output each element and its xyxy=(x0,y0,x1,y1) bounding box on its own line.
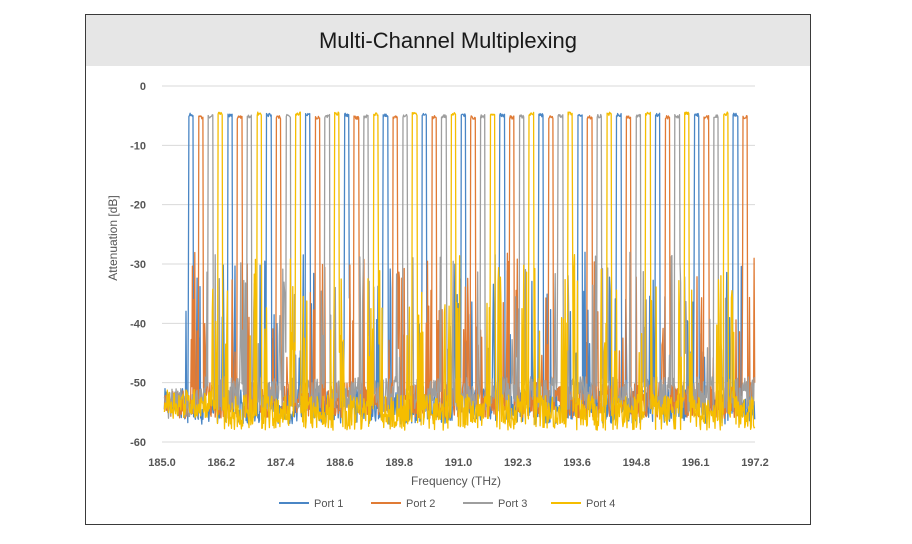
x-tick-label: 185.0 xyxy=(148,457,176,469)
chart-title-bar: Multi-Channel Multiplexing xyxy=(86,15,810,66)
y-tick-labels: 0 -10 -20 -30 -40 -50 -60 xyxy=(130,81,146,449)
chart-title: Multi-Channel Multiplexing xyxy=(318,27,577,53)
y-tick-label: 0 xyxy=(140,81,146,93)
x-tick-label: 193.6 xyxy=(563,457,591,469)
x-axis-label: Frequency (THz) xyxy=(411,474,501,488)
series-group xyxy=(163,111,756,431)
x-tick-labels: 185.0 186.2 187.4 188.6 189.8 191.0 192.3 193.6… xyxy=(148,457,769,469)
y-tick-label: -60 xyxy=(130,437,146,449)
y-tick-label: -10 xyxy=(130,140,146,152)
legend-label: Port 4 xyxy=(586,498,615,510)
legend: Port 1 Port 2 Port 3 Port 4 xyxy=(279,498,615,510)
x-tick-label: 191.0 xyxy=(445,457,473,469)
x-tick-label: 192.3 xyxy=(504,457,532,469)
legend-label: Port 1 xyxy=(314,498,343,510)
series-port-4 xyxy=(163,111,756,431)
x-tick-label: 196.1 xyxy=(682,457,710,469)
series-line xyxy=(163,111,756,431)
legend-label: Port 3 xyxy=(498,498,527,510)
legend-label: Port 2 xyxy=(406,498,435,510)
x-tick-label: 188.6 xyxy=(326,457,354,469)
chart-card: Multi-Channel Multiplexing xyxy=(85,14,811,525)
x-tick-label: 186.2 xyxy=(208,457,236,469)
x-tick-label: 189.8 xyxy=(385,457,413,469)
y-axis-label: Attenuation [dB] xyxy=(106,195,120,280)
y-tick-label: -30 xyxy=(130,259,146,271)
x-tick-label: 194.8 xyxy=(623,457,651,469)
y-tick-label: -50 xyxy=(130,378,146,390)
y-tick-label: -20 xyxy=(130,200,146,212)
x-tick-label: 187.4 xyxy=(267,457,295,469)
x-tick-label: 197.2 xyxy=(741,457,769,469)
y-tick-label: -40 xyxy=(130,318,146,330)
